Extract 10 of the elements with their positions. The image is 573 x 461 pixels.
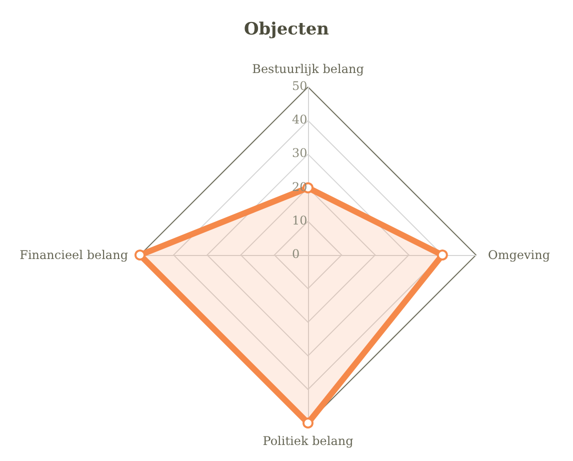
chart-title: Objecten [244, 20, 330, 40]
y-tick-label: 40 [292, 112, 308, 127]
y-tick-label: 0 [292, 247, 300, 261]
y-tick-label: 30 [292, 146, 308, 160]
y-tick-label: 50 [292, 79, 308, 93]
spoke-label: Omgeving [488, 248, 550, 262]
y-tick-label: 10 [292, 213, 308, 228]
spoke-label: Financieel belang [20, 248, 128, 262]
spoke-label: Politiek belang [262, 434, 354, 448]
spoke-label: Bestuurlijk belang [252, 62, 364, 76]
